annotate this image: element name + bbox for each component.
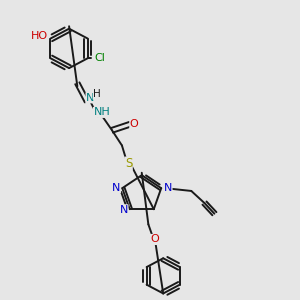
Text: O: O	[151, 235, 159, 244]
Text: NH: NH	[93, 107, 110, 117]
Text: N: N	[164, 183, 172, 193]
Text: N: N	[112, 183, 121, 193]
Text: N: N	[120, 205, 128, 215]
Text: O: O	[130, 119, 139, 129]
Text: H: H	[93, 89, 101, 99]
Text: Cl: Cl	[95, 53, 106, 63]
Text: S: S	[125, 157, 132, 170]
Text: HO: HO	[32, 31, 49, 41]
Text: N: N	[86, 93, 94, 103]
